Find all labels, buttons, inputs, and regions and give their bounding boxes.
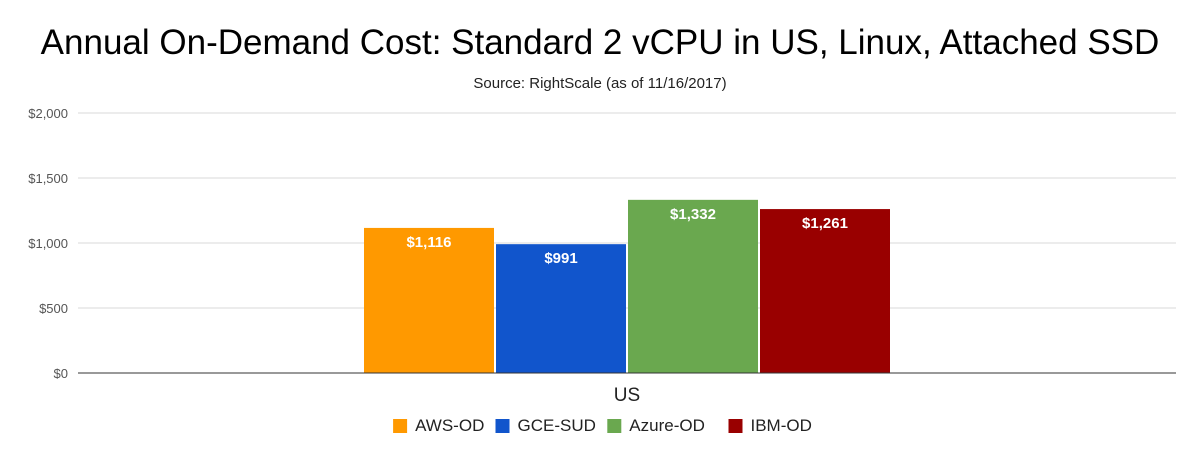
- data-labels: $1,116 $991 $1,332 $1,261: [406, 206, 847, 267]
- bars: [364, 199, 890, 373]
- y-tick-label: $0: [54, 366, 68, 381]
- legend-label-azure-od: Azure-OD: [629, 416, 705, 435]
- gridlines: [78, 112, 1176, 309]
- legend: AWS-OD GCE-SUD Azure-OD IBM-OD: [393, 416, 812, 435]
- data-label-gce-sud: $991: [544, 250, 577, 267]
- bar-azure-od: [628, 199, 758, 373]
- legend-swatch-azure-od: [607, 419, 622, 433]
- y-tick-label: $1,000: [28, 236, 68, 251]
- legend-label-aws-od: AWS-OD: [415, 416, 484, 435]
- bar-aws-od: [364, 227, 494, 373]
- bar-ibm-od: [760, 209, 890, 373]
- y-tick-label: $1,500: [28, 171, 68, 186]
- data-label-ibm-od: $1,261: [802, 215, 848, 232]
- legend-swatch-gce-sud: [495, 419, 510, 433]
- chart-title: Annual On-Demand Cost: Standard 2 vCPU i…: [41, 23, 1160, 62]
- legend-label-gce-sud: GCE-SUD: [518, 416, 596, 435]
- data-label-aws-od: $1,116: [406, 234, 451, 251]
- bar-gce-sud: [496, 244, 626, 373]
- legend-swatch-ibm-od: [728, 419, 743, 433]
- y-tick-label: $500: [39, 301, 68, 316]
- legend-label-ibm-od: IBM-OD: [751, 416, 812, 435]
- chart-subtitle: Source: RightScale (as of 11/16/2017): [473, 75, 726, 92]
- x-axis-ticks: US: [614, 385, 640, 406]
- x-tick-label: US: [614, 385, 640, 406]
- y-axis-ticks: $0 $500 $1,000 $1,500 $2,000: [28, 106, 68, 381]
- data-label-azure-od: $1,332: [670, 206, 716, 223]
- legend-swatch-aws-od: [393, 419, 408, 433]
- y-tick-label: $2,000: [28, 106, 68, 121]
